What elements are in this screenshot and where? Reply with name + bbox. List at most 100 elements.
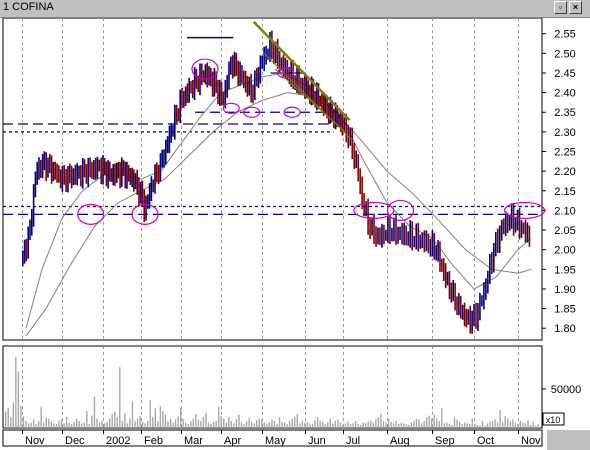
- scroll-corner: [547, 430, 590, 450]
- y-tick-label: 1.95: [554, 264, 575, 276]
- volume-bar: [182, 418, 184, 428]
- highlight-ellipse: [283, 106, 301, 118]
- volume-bar: [261, 419, 263, 428]
- volume-bar: [159, 406, 162, 428]
- volume-bar: [129, 418, 131, 428]
- volume-bar: [177, 416, 179, 428]
- restore-button[interactable]: ▫: [554, 1, 567, 14]
- volume-bar: [164, 414, 167, 428]
- volume-bar: [362, 422, 364, 428]
- volume-bar: [334, 420, 337, 428]
- volume-bar: [258, 418, 260, 428]
- volume-bar: [441, 408, 443, 428]
- volume-bar: [205, 413, 207, 428]
- volume-bar: [149, 399, 151, 428]
- volume-bar: [398, 424, 400, 428]
- volume-bar: [190, 420, 192, 428]
- volume-bar: [179, 407, 182, 428]
- volume-bar: [7, 407, 9, 428]
- volume-bar: [469, 424, 471, 428]
- x-tick-label: May: [265, 435, 286, 447]
- volume-bar: [37, 420, 40, 428]
- highlight-ellipse: [191, 58, 219, 80]
- volume-bar: [433, 414, 435, 428]
- volume-bar: [474, 423, 476, 428]
- volume-bar: [296, 413, 298, 428]
- volume-bar: [73, 421, 75, 428]
- volume-bar: [288, 420, 291, 428]
- volume-bar: [70, 424, 73, 428]
- y-tick-label: 2.20: [554, 166, 575, 178]
- volume-bar: [403, 423, 405, 428]
- volume-bar: [522, 422, 524, 428]
- volume-bar: [35, 424, 37, 428]
- volume-bar: [192, 418, 195, 428]
- volume-bar: [281, 421, 283, 428]
- volume-bar: [443, 423, 446, 428]
- volume-bar: [25, 420, 27, 428]
- volume-bar: [451, 424, 453, 428]
- volume-bar: [86, 410, 88, 428]
- x-tick-label: Nov: [25, 435, 45, 447]
- volume-bar: [425, 417, 428, 428]
- volume-bar: [174, 419, 177, 428]
- volume-bar: [20, 406, 22, 428]
- volume-bar: [75, 418, 78, 428]
- volume-multiplier-label: x10: [546, 415, 561, 425]
- volume-bar: [139, 416, 141, 428]
- volume-bar: [245, 420, 248, 428]
- volume-bar: [215, 420, 217, 428]
- volume-bar: [233, 423, 235, 428]
- highlight-ellipse: [277, 67, 295, 79]
- volume-bar: [301, 420, 304, 428]
- volume-bar: [116, 417, 118, 428]
- volume-bar: [195, 413, 197, 428]
- volume-bar: [357, 424, 359, 428]
- volume-bar: [12, 402, 15, 428]
- volume-bar: [430, 418, 433, 428]
- volume-bar: [509, 420, 511, 428]
- volume-bar: [532, 421, 534, 428]
- y-tick-label: 2.50: [554, 48, 575, 60]
- volume-bar: [405, 424, 408, 428]
- volume-bar: [253, 423, 255, 428]
- volume-bar: [96, 418, 98, 428]
- x-tick-label: Jul: [346, 435, 360, 447]
- volume-bar: [484, 425, 486, 428]
- volume-bar: [496, 422, 499, 428]
- volume-bar: [124, 413, 126, 428]
- volume-bar: [230, 420, 233, 428]
- volume-bar: [114, 411, 116, 428]
- volume-bar: [48, 418, 50, 428]
- volume-bar: [141, 421, 144, 428]
- volume-bar: [392, 423, 395, 428]
- volume-bar: [471, 418, 473, 428]
- volume-bar: [40, 406, 42, 428]
- y-tick-label: 2.05: [554, 225, 575, 237]
- trendline: [274, 68, 346, 133]
- close-button[interactable]: ×: [569, 1, 582, 14]
- volume-bar: [458, 421, 461, 428]
- volume-bar: [332, 423, 334, 428]
- x-tick-label: Apr: [224, 435, 241, 447]
- volume-bar: [103, 423, 106, 428]
- volume-bar: [63, 423, 65, 428]
- y-tick-label: 2.40: [554, 88, 575, 100]
- volume-bar: [400, 422, 402, 428]
- volume-bar: [519, 420, 522, 428]
- volume-panel: [2, 345, 543, 429]
- volume-bar: [438, 420, 440, 428]
- volume-bar: [349, 424, 352, 428]
- volume-bar: [68, 422, 70, 428]
- volume-bar: [55, 424, 58, 428]
- volume-bar: [98, 422, 101, 428]
- window-titlebar: 1 COFINA ▫ ×: [0, 0, 590, 18]
- volume-bar: [131, 401, 134, 428]
- volume-bar: [377, 417, 380, 428]
- volume-bar: [154, 408, 156, 428]
- volume-bar: [339, 422, 342, 428]
- volume-bar: [436, 418, 438, 428]
- volume-bar: [157, 420, 159, 428]
- volume-y-tick-label: 50000: [551, 384, 582, 396]
